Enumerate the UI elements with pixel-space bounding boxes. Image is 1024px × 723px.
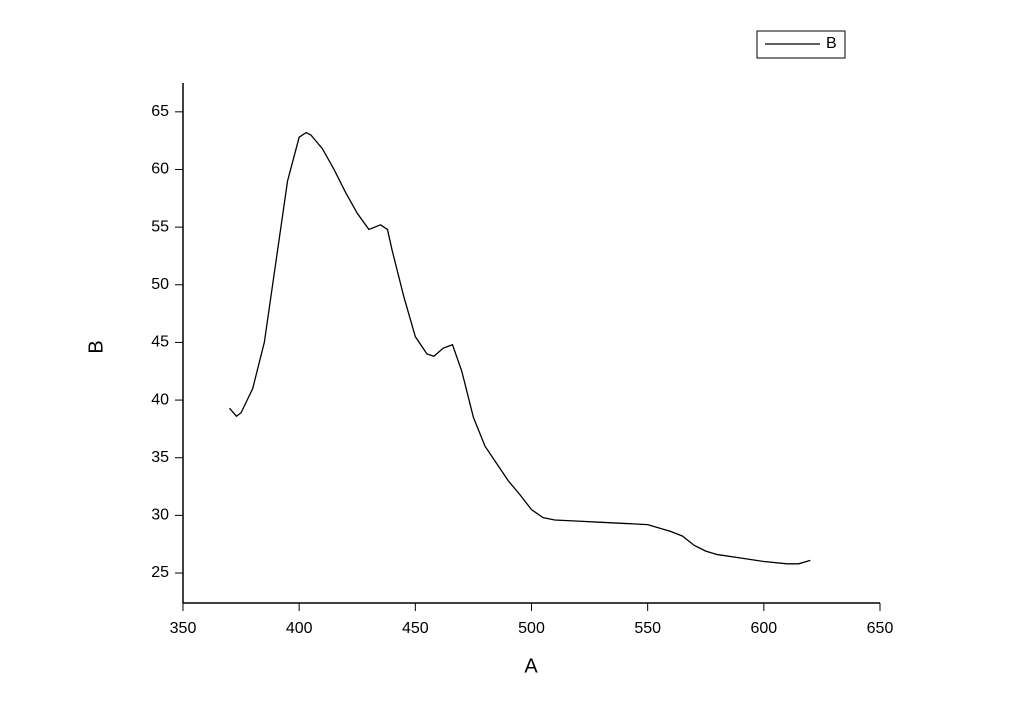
y-tick-label: 40 bbox=[151, 391, 169, 408]
y-tick-label: 45 bbox=[151, 334, 169, 351]
x-tick-label: 550 bbox=[634, 620, 661, 637]
x-tick-label: 350 bbox=[170, 620, 197, 637]
x-tick-label: 500 bbox=[518, 620, 545, 637]
y-tick-label: 55 bbox=[151, 218, 169, 235]
x-tick-label: 650 bbox=[867, 620, 894, 637]
y-axis-title: B bbox=[85, 340, 107, 353]
x-axis-title: A bbox=[524, 655, 538, 677]
y-tick-label: 50 bbox=[151, 276, 169, 293]
y-tick-label: 30 bbox=[151, 507, 169, 524]
x-tick-label: 450 bbox=[402, 620, 429, 637]
x-tick-label: 600 bbox=[750, 620, 777, 637]
data-line bbox=[228, 131, 811, 565]
y-tick-label: 25 bbox=[151, 564, 169, 581]
legend-label: B bbox=[826, 35, 837, 52]
y-tick-label: 35 bbox=[151, 449, 169, 466]
y-tick-label: 65 bbox=[151, 103, 169, 120]
x-tick-label: 400 bbox=[286, 620, 313, 637]
y-tick-label: 60 bbox=[151, 161, 169, 178]
